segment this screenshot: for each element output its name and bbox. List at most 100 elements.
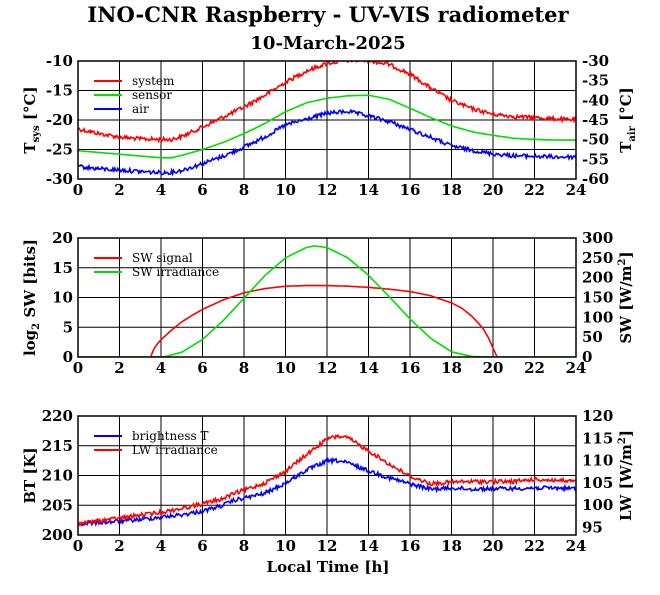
axis-label-part: log <box>21 329 39 356</box>
y-tick-label-left: -25 <box>46 141 73 159</box>
x-tick-label: 14 <box>358 359 379 377</box>
axis-label-part: SW [W/m <box>617 265 635 343</box>
x-tick-label: 10 <box>275 181 296 199</box>
y-tick-label-left: 205 <box>42 496 73 514</box>
x-tick-label: 8 <box>239 181 249 199</box>
series-line-lw-irradiance <box>78 433 576 528</box>
x-tick-label: 12 <box>317 181 338 199</box>
legend-label: SW irradiance <box>132 265 219 279</box>
legend-label: system <box>132 74 175 88</box>
x-tick-label: 12 <box>317 359 338 377</box>
plot-frame <box>77 415 577 536</box>
legend-label: SW signal <box>132 251 193 265</box>
x-tick-label: 24 <box>566 181 587 199</box>
y-tick-label-left: 210 <box>42 467 73 485</box>
y-tick-label-left: 0 <box>63 348 73 366</box>
axis-label-unit: ] <box>617 430 635 437</box>
y-tick-label-right: -35 <box>582 72 609 90</box>
y-tick-label-right: 120 <box>582 407 613 425</box>
series-line-brightness-t <box>78 456 576 528</box>
y-tick-label-right: 200 <box>582 269 613 287</box>
axis-label-unit: [°C] <box>617 87 635 126</box>
chart-panel-3: 0 2 4 6 8 10 12 14 16 18 20 22 242002052102152209510… <box>21 407 635 555</box>
series-line-sw-signal <box>149 284 498 357</box>
x-tick-label: 16 <box>400 359 421 377</box>
x-tick-label: 10 <box>275 359 296 377</box>
axis-label-subscript: sys <box>31 125 42 142</box>
x-tick-label: 18 <box>441 537 462 555</box>
left-axis-label: BT [K] <box>21 447 39 503</box>
x-tick-label: 24 <box>566 537 587 555</box>
x-tick-label: 6 <box>197 537 207 555</box>
y-tick-label-left: -20 <box>46 111 73 129</box>
y-tick-label-left: 200 <box>42 526 73 544</box>
axis-label-superscript: 2 <box>617 258 628 265</box>
x-tick-label: 8 <box>239 359 249 377</box>
y-tick-label-right: -55 <box>582 150 609 168</box>
y-tick-label-right: -60 <box>582 170 609 188</box>
x-tick-label: 18 <box>441 181 462 199</box>
x-tick-label: 6 <box>197 359 207 377</box>
x-tick-label: 0 <box>73 537 83 555</box>
x-tick-label: 6 <box>197 181 207 199</box>
y-tick-label-left: 20 <box>52 229 73 247</box>
legend-label: LW irradiance <box>132 443 218 457</box>
x-tick-label: 4 <box>156 537 166 555</box>
x-tick-label: 8 <box>239 537 249 555</box>
y-tick-label-right: 95 <box>582 519 603 537</box>
left-axis-label: Tair [°C] <box>617 87 638 153</box>
chart-panel-1: 0 2 4 6 8 10 12 14 16 18 20 22 24-30-25-20-15-10-60-… <box>21 52 638 199</box>
x-tick-label: 0 <box>73 181 83 199</box>
x-tick-label: 22 <box>524 359 545 377</box>
y-tick-label-left: 10 <box>52 289 73 307</box>
y-tick-label-left: -10 <box>46 52 73 70</box>
y-tick-label-right: 100 <box>582 308 613 326</box>
x-tick-label: 18 <box>441 359 462 377</box>
y-tick-label-right: 100 <box>582 496 613 514</box>
y-tick-label-left: 15 <box>52 259 73 277</box>
axis-label-subscript: air <box>627 125 638 141</box>
y-tick-label-right: 50 <box>582 328 603 346</box>
chart-panel-2: 0 2 4 6 8 10 12 14 16 18 20 22 240510152005010015020… <box>21 229 635 377</box>
x-tick-label: 16 <box>400 181 421 199</box>
x-tick-label: 22 <box>524 537 545 555</box>
axis-label-superscript: 2 <box>617 437 628 444</box>
x-tick-label: 2 <box>114 359 124 377</box>
x-tick-label: 0 <box>73 359 83 377</box>
x-tick-label: 22 <box>524 181 545 199</box>
axis-label-subscript: 2 <box>31 323 42 330</box>
y-tick-label-right: -30 <box>582 52 609 70</box>
y-tick-label-left: 220 <box>42 407 73 425</box>
left-axis-label: SW [W/m2] <box>617 251 635 343</box>
y-tick-label-right: 150 <box>582 289 613 307</box>
x-tick-label: 4 <box>156 181 166 199</box>
x-tick-label: 14 <box>358 181 379 199</box>
series-line-sensor <box>78 94 576 159</box>
y-tick-label-left: -30 <box>46 170 73 188</box>
x-tick-label: 4 <box>156 359 166 377</box>
y-tick-label-left: 215 <box>42 437 73 455</box>
y-tick-label-right: 250 <box>582 249 613 267</box>
series-line-air <box>78 108 576 177</box>
legend-label: sensor <box>132 88 172 102</box>
axis-label-part: LW [W/m <box>617 444 635 521</box>
plot-frame <box>77 60 577 180</box>
panels: 0 2 4 6 8 10 12 14 16 18 20 22 24-30-25-20-15-10-60-… <box>21 52 638 555</box>
y-tick-label-right: -45 <box>582 111 609 129</box>
x-tick-label: 14 <box>358 537 379 555</box>
chart-title: INO-CNR Raspberry - UV-VIS radiometer <box>87 2 569 27</box>
axis-label-unit: ] <box>617 251 635 258</box>
y-tick-label-left: 5 <box>63 318 73 336</box>
left-axis-label: Tsys [°C] <box>21 86 42 153</box>
x-tick-label: 20 <box>483 181 504 199</box>
axis-label-part: T <box>21 142 39 154</box>
series-line-system <box>78 61 576 144</box>
legend-label: brightness T <box>132 429 208 443</box>
y-tick-label-left: -15 <box>46 82 73 100</box>
left-axis-label: LW [W/m2] <box>617 430 635 521</box>
x-tick-label: 24 <box>566 359 587 377</box>
axis-label-unit: [°C] <box>21 86 39 125</box>
x-tick-label: 2 <box>114 181 124 199</box>
y-tick-label-right: 105 <box>582 474 613 492</box>
